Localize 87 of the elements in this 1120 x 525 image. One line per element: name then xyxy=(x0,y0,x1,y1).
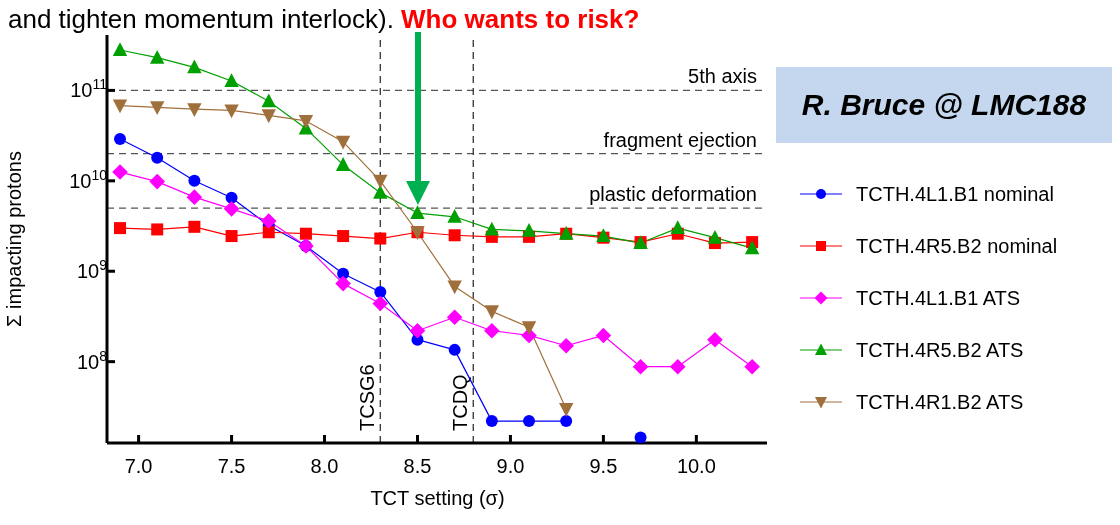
point xyxy=(484,221,500,236)
ref-line-label: fragment ejection xyxy=(603,128,757,151)
x-tick-label: 9.5 xyxy=(589,455,618,477)
point xyxy=(150,101,165,116)
point xyxy=(149,173,165,190)
point xyxy=(186,189,203,205)
point xyxy=(114,133,127,146)
point xyxy=(559,402,574,417)
point xyxy=(707,331,723,348)
point xyxy=(670,220,685,235)
x-tick-label: 7.0 xyxy=(124,455,153,477)
text: and tighten momentum interlock). xyxy=(8,4,395,34)
point xyxy=(634,431,647,443)
text: Who wants to risk? xyxy=(401,4,640,34)
point xyxy=(410,205,425,220)
x-tick-label: 8.0 xyxy=(310,455,339,477)
point xyxy=(560,415,573,428)
x-tick-label: 7.5 xyxy=(217,455,246,477)
point xyxy=(112,42,128,56)
point xyxy=(595,327,612,344)
point xyxy=(446,309,463,326)
y-tick-label: 10$^{8}$ xyxy=(76,347,108,373)
point xyxy=(224,73,239,88)
ref-line-label: 5th axis xyxy=(688,65,757,88)
point xyxy=(558,337,575,354)
point xyxy=(632,358,649,375)
point xyxy=(374,232,387,245)
ref-line-label: TCDQ xyxy=(449,374,472,431)
x-tick-label: 8.5 xyxy=(403,455,432,477)
point xyxy=(151,151,164,164)
x-tick-label: 9.0 xyxy=(496,455,525,477)
point xyxy=(112,164,128,180)
y-tick-label: 10$^{11}$ xyxy=(70,76,108,102)
point xyxy=(223,201,240,217)
point xyxy=(262,226,275,239)
point xyxy=(261,109,276,124)
point xyxy=(521,321,537,336)
point xyxy=(485,415,498,428)
y-axis-title: Σ impacting protons xyxy=(2,151,26,327)
point xyxy=(150,49,165,64)
x-tick-label: 10.0 xyxy=(676,455,716,477)
point xyxy=(669,358,686,375)
point xyxy=(187,59,202,74)
point xyxy=(112,99,128,114)
legend-label: TCTH.4R5.B2 ATS xyxy=(856,338,1024,362)
text: R. Bruce @ LMC188 xyxy=(776,67,1112,143)
point xyxy=(374,285,387,298)
legend-label: TCTH.4L1.B1 nominal xyxy=(856,182,1054,206)
ref-line-label: plastic deformation xyxy=(589,183,757,206)
x-axis-title: TCT setting (σ) xyxy=(369,487,506,510)
point xyxy=(151,223,164,236)
point xyxy=(521,223,537,237)
ref-line-label: TCSG6 xyxy=(356,364,379,431)
legend-label: TCTH.4L1.B1 ATS xyxy=(856,286,1021,310)
point xyxy=(187,103,202,117)
point xyxy=(260,213,277,229)
point xyxy=(225,191,238,204)
point xyxy=(448,229,461,242)
point xyxy=(335,275,351,292)
legend-label: TCTH.4R1.B2 ATS xyxy=(856,390,1024,414)
point xyxy=(224,104,239,119)
point xyxy=(188,220,201,233)
point xyxy=(373,184,388,199)
point xyxy=(373,174,388,189)
legend-label: TCTH.4R5.B2 nominal xyxy=(856,234,1058,258)
point xyxy=(744,358,760,375)
point xyxy=(447,280,462,295)
point xyxy=(409,322,426,339)
point xyxy=(335,135,351,150)
point xyxy=(337,230,350,243)
point xyxy=(261,93,276,108)
point xyxy=(448,343,461,356)
point xyxy=(484,305,500,320)
point xyxy=(484,322,500,339)
point xyxy=(707,229,723,244)
point xyxy=(299,227,312,240)
point xyxy=(744,240,760,255)
point xyxy=(335,157,351,171)
point xyxy=(225,230,238,243)
y-tick-label: 10$^{10}$ xyxy=(69,166,108,192)
point xyxy=(523,415,536,428)
point xyxy=(188,174,201,187)
y-tick-label: 10$^{9}$ xyxy=(76,257,108,283)
point xyxy=(298,114,314,129)
point xyxy=(447,209,462,223)
point xyxy=(372,295,389,312)
point xyxy=(114,222,127,235)
